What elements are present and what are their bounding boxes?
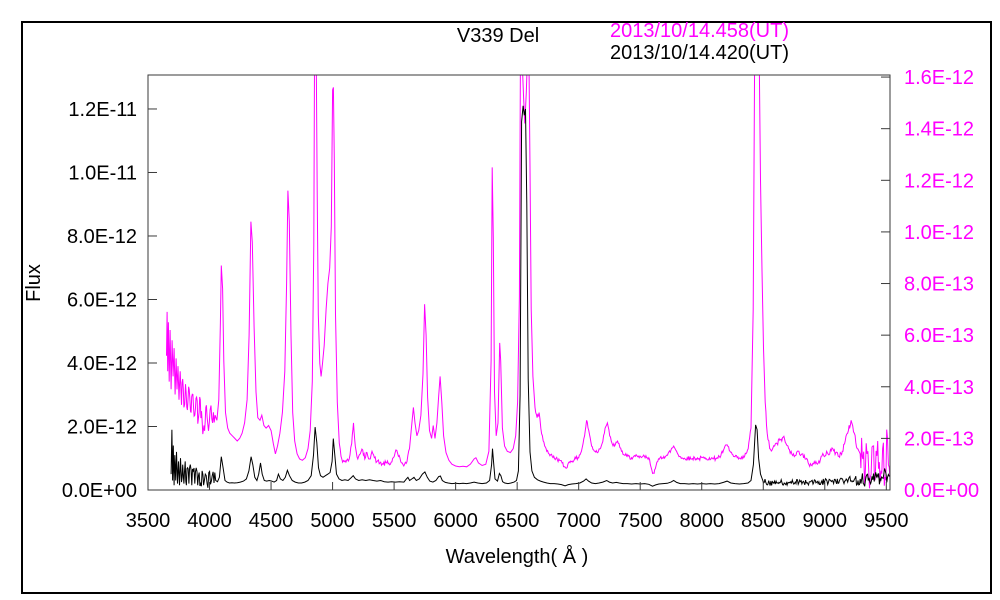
x-tick-label: 4000 bbox=[187, 510, 232, 532]
spectrum-black bbox=[170, 105, 890, 488]
right-y-tick-label: 1.0E-12 bbox=[904, 222, 974, 244]
x-tick-label: 8000 bbox=[679, 510, 724, 532]
y-axis-title-flux: Flux bbox=[23, 264, 45, 302]
legend-entry-magenta: 2013/10/14.458(UT) bbox=[610, 20, 789, 42]
x-tick-label: 4500 bbox=[249, 510, 294, 532]
x-tick-label: 3500 bbox=[126, 510, 171, 532]
x-tick-label: 7000 bbox=[556, 510, 601, 532]
x-tick-label: 6000 bbox=[433, 510, 478, 532]
legend-entry-black: 2013/10/14.420(UT) bbox=[610, 42, 789, 64]
left-y-tick-label: 2.0E-12 bbox=[67, 416, 137, 438]
right-y-tick-label: 2.0E-13 bbox=[904, 428, 974, 450]
plot-axes bbox=[147, 74, 891, 491]
spectrum-magenta bbox=[166, 75, 890, 489]
x-tick-label: 8500 bbox=[741, 510, 786, 532]
right-y-tick-label: 8.0E-13 bbox=[904, 274, 974, 296]
x-tick-label: 9000 bbox=[803, 510, 848, 532]
left-y-tick-label: 1.2E-11 bbox=[68, 99, 137, 121]
x-tick-label: 5500 bbox=[372, 510, 417, 532]
x-tick-label: 5000 bbox=[310, 510, 355, 532]
left-y-tick-label: 8.0E-12 bbox=[67, 226, 137, 248]
left-y-tick-label: 0.0E+00 bbox=[62, 480, 137, 502]
left-y-tick-label: 4.0E-12 bbox=[67, 353, 137, 375]
outer-border-frame bbox=[21, 21, 992, 594]
right-y-tick-label: 6.0E-13 bbox=[904, 325, 974, 347]
x-axis-title-wavelength: Wavelength( Å ) bbox=[446, 545, 589, 568]
right-y-tick-label: 1.2E-12 bbox=[904, 170, 974, 192]
left-y-tick-label: 6.0E-12 bbox=[67, 289, 137, 311]
plot-border bbox=[147, 74, 891, 491]
axis-tick-labels: 3500 4000 4500 5000 5500 6000 6500 7000 7500 8000… bbox=[62, 67, 979, 532]
spectra-lines bbox=[166, 75, 890, 489]
right-y-tick-label: 0.0E+00 bbox=[904, 480, 979, 502]
chart-title: V339 Del bbox=[457, 25, 539, 47]
x-tick-label: 6500 bbox=[495, 510, 540, 532]
right-y-tick-label: 1.4E-12 bbox=[904, 119, 974, 141]
left-y-tick-label: 1.0E-11 bbox=[68, 162, 137, 184]
x-tick-label: 7500 bbox=[618, 510, 663, 532]
x-tick-label: 9500 bbox=[864, 510, 909, 532]
right-y-tick-label: 4.0E-13 bbox=[904, 377, 974, 399]
right-y-tick-label: 1.6E-12 bbox=[904, 67, 974, 89]
